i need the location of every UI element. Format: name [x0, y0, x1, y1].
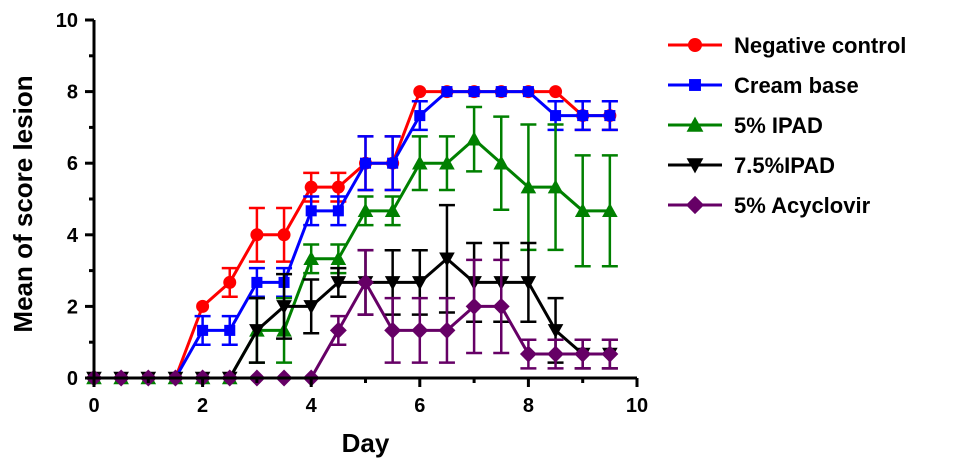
- legend-item: 5% IPAD: [668, 113, 823, 138]
- x-axis-title: Day: [342, 428, 390, 458]
- data-point: [277, 228, 291, 242]
- data-point: [438, 321, 456, 339]
- legend-label: 7.5%IPAD: [734, 153, 835, 178]
- data-point: [250, 228, 264, 242]
- x-tick-label: 0: [88, 395, 99, 417]
- data-point: [577, 110, 589, 122]
- legend-item: Cream base: [668, 73, 859, 98]
- series-5-ipad: [86, 105, 618, 385]
- axes: 0 2 4 6 8 10 0 2 4 6 8 10 Day Mean of score lesion: [8, 10, 648, 458]
- data-point: [331, 180, 345, 194]
- data-point: [522, 86, 534, 98]
- legend-marker: [689, 79, 701, 91]
- data-point: [412, 276, 428, 291]
- y-tick-label: 4: [67, 225, 79, 247]
- data-point: [549, 85, 563, 99]
- data-point: [519, 345, 537, 363]
- y-tick-label: 8: [67, 82, 78, 104]
- legend-label: 5% IPAD: [734, 113, 823, 138]
- data-point: [468, 86, 480, 98]
- data-point: [276, 300, 292, 315]
- data-point: [303, 250, 319, 266]
- data-point: [249, 324, 265, 339]
- data-point: [330, 250, 347, 266]
- series-5-acyclovir: [85, 248, 619, 387]
- data-point: [547, 179, 564, 194]
- data-point: [520, 179, 537, 194]
- data-point: [602, 203, 618, 218]
- legend-marker: [688, 38, 702, 52]
- data-point: [574, 345, 592, 363]
- legend-marker: [685, 195, 705, 215]
- data-point: [304, 180, 318, 194]
- data-point: [223, 275, 237, 289]
- x-tick-label: 6: [414, 395, 425, 417]
- y-axis-title: Mean of score lesion: [8, 75, 38, 332]
- data-point: [493, 155, 510, 170]
- legend-item: 7.5%IPAD: [668, 153, 835, 178]
- legend: Negative control Cream base 5% IPAD 7.5%IPA…: [668, 33, 906, 218]
- data-point: [466, 131, 482, 146]
- y-tick-label: 2: [67, 296, 78, 318]
- y-ticks: 0 2 4 6 8 10: [56, 10, 94, 390]
- legend-item: 5% Acyclovir: [668, 193, 871, 218]
- data-point: [384, 203, 401, 218]
- series-line: [94, 279, 610, 380]
- y-tick-label: 0: [67, 368, 78, 390]
- data-point: [413, 85, 427, 99]
- x-ticks: 0 2 4 6 8 10: [88, 378, 648, 417]
- x-tick-label: 2: [197, 395, 208, 417]
- data-point: [332, 205, 344, 217]
- data-point: [439, 252, 455, 267]
- data-point: [604, 110, 616, 122]
- y-tick-label: 6: [67, 153, 78, 175]
- data-point: [251, 276, 263, 288]
- data-point: [495, 86, 507, 98]
- x-tick-label: 8: [523, 395, 534, 417]
- legend-marker: [686, 158, 704, 174]
- data-point: [330, 276, 347, 291]
- data-point: [384, 276, 401, 291]
- x-tick-label: 10: [626, 395, 648, 417]
- data-point: [359, 157, 372, 169]
- series-cream-base: [88, 86, 618, 384]
- data-point: [411, 321, 429, 339]
- data-point: [547, 345, 564, 363]
- legend-label: Negative control: [734, 33, 906, 58]
- legend-label: 5% Acyclovir: [734, 193, 871, 218]
- data-point: [520, 276, 537, 291]
- data-point: [357, 273, 374, 291]
- data-point: [329, 321, 347, 339]
- data-point: [197, 324, 209, 336]
- data-point: [465, 297, 483, 315]
- data-point: [441, 86, 453, 98]
- data-point: [387, 157, 399, 169]
- data-point: [414, 110, 426, 122]
- x-tick-label: 4: [306, 395, 318, 417]
- y-tick-label: 10: [56, 10, 78, 32]
- data-point: [439, 155, 455, 170]
- data-point: [224, 324, 236, 336]
- data-point: [550, 110, 562, 122]
- data-point: [196, 299, 210, 313]
- data-point: [492, 297, 510, 315]
- data-point: [412, 155, 428, 170]
- data-point: [305, 205, 317, 217]
- data-point: [303, 300, 319, 315]
- plot-area: [85, 85, 619, 387]
- data-point: [574, 203, 591, 218]
- data-point: [547, 324, 564, 339]
- data-point: [357, 203, 374, 218]
- legend-marker: [686, 116, 704, 132]
- legend-item: Negative control: [668, 33, 906, 58]
- legend-label: Cream base: [734, 73, 859, 98]
- data-point: [384, 321, 402, 339]
- data-point: [601, 345, 619, 363]
